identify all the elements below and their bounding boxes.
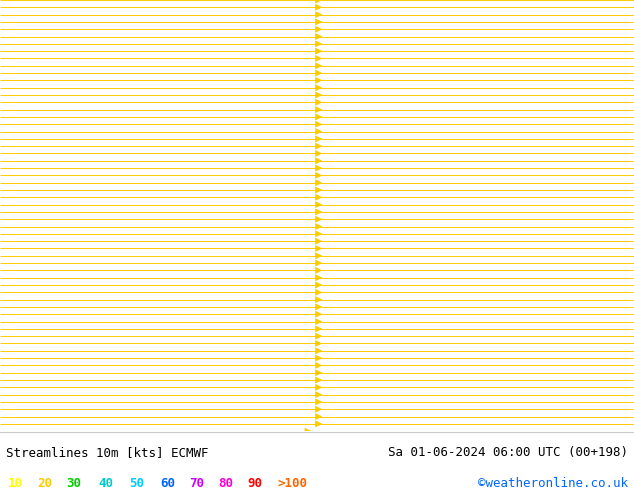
- FancyArrowPatch shape: [316, 239, 321, 244]
- FancyArrowPatch shape: [316, 319, 321, 324]
- FancyArrowPatch shape: [316, 70, 321, 76]
- FancyArrowPatch shape: [316, 304, 321, 310]
- FancyArrowPatch shape: [316, 99, 321, 105]
- FancyArrowPatch shape: [316, 297, 321, 302]
- FancyArrowPatch shape: [316, 333, 321, 339]
- Text: 20: 20: [37, 477, 52, 490]
- FancyArrowPatch shape: [316, 12, 321, 17]
- Text: 50: 50: [129, 477, 145, 490]
- FancyArrowPatch shape: [316, 209, 321, 215]
- FancyArrowPatch shape: [316, 202, 321, 207]
- FancyArrowPatch shape: [316, 92, 321, 98]
- Text: 80: 80: [219, 477, 234, 490]
- FancyArrowPatch shape: [316, 399, 321, 405]
- FancyArrowPatch shape: [316, 180, 321, 186]
- FancyArrowPatch shape: [316, 385, 321, 390]
- Text: Streamlines 10m [kts] ECMWF: Streamlines 10m [kts] ECMWF: [6, 446, 209, 459]
- Text: ©weatheronline.co.uk: ©weatheronline.co.uk: [477, 477, 628, 490]
- FancyArrowPatch shape: [316, 407, 321, 412]
- FancyArrowPatch shape: [316, 195, 321, 200]
- FancyArrowPatch shape: [316, 355, 321, 361]
- FancyArrowPatch shape: [316, 392, 321, 397]
- FancyArrowPatch shape: [316, 224, 321, 229]
- FancyArrowPatch shape: [316, 56, 321, 61]
- FancyArrowPatch shape: [316, 63, 321, 69]
- Text: 10: 10: [8, 477, 23, 490]
- FancyArrowPatch shape: [316, 0, 321, 3]
- FancyArrowPatch shape: [316, 187, 321, 193]
- FancyArrowPatch shape: [316, 341, 321, 346]
- FancyArrowPatch shape: [316, 107, 321, 112]
- Text: 90: 90: [247, 477, 262, 490]
- FancyArrowPatch shape: [316, 129, 321, 134]
- FancyArrowPatch shape: [316, 26, 321, 32]
- FancyArrowPatch shape: [316, 85, 321, 91]
- FancyArrowPatch shape: [316, 122, 321, 127]
- FancyArrowPatch shape: [316, 348, 321, 354]
- FancyArrowPatch shape: [316, 260, 321, 266]
- Text: >100: >100: [278, 477, 307, 490]
- FancyArrowPatch shape: [316, 363, 321, 368]
- FancyArrowPatch shape: [305, 428, 311, 434]
- FancyArrowPatch shape: [316, 165, 321, 171]
- FancyArrowPatch shape: [316, 275, 321, 280]
- FancyArrowPatch shape: [316, 136, 321, 142]
- FancyArrowPatch shape: [316, 253, 321, 259]
- FancyArrowPatch shape: [316, 414, 321, 419]
- FancyArrowPatch shape: [316, 19, 321, 24]
- FancyArrowPatch shape: [316, 41, 321, 47]
- FancyArrowPatch shape: [316, 421, 321, 427]
- FancyArrowPatch shape: [316, 77, 321, 83]
- Text: Sa 01-06-2024 06:00 UTC (00+198): Sa 01-06-2024 06:00 UTC (00+198): [387, 446, 628, 459]
- Text: 40: 40: [98, 477, 113, 490]
- FancyArrowPatch shape: [316, 282, 321, 288]
- FancyArrowPatch shape: [316, 34, 321, 39]
- FancyArrowPatch shape: [316, 151, 321, 156]
- FancyArrowPatch shape: [316, 370, 321, 375]
- Text: 70: 70: [189, 477, 204, 490]
- Text: 30: 30: [66, 477, 81, 490]
- FancyArrowPatch shape: [316, 114, 321, 120]
- FancyArrowPatch shape: [316, 268, 321, 273]
- Text: 60: 60: [160, 477, 175, 490]
- FancyArrowPatch shape: [316, 245, 321, 251]
- FancyArrowPatch shape: [316, 4, 321, 10]
- FancyArrowPatch shape: [316, 290, 321, 295]
- FancyArrowPatch shape: [316, 312, 321, 317]
- FancyArrowPatch shape: [316, 326, 321, 332]
- FancyArrowPatch shape: [316, 172, 321, 178]
- FancyArrowPatch shape: [316, 231, 321, 237]
- FancyArrowPatch shape: [316, 217, 321, 222]
- FancyArrowPatch shape: [316, 144, 321, 149]
- FancyArrowPatch shape: [316, 158, 321, 164]
- FancyArrowPatch shape: [316, 49, 321, 54]
- FancyArrowPatch shape: [316, 377, 321, 383]
